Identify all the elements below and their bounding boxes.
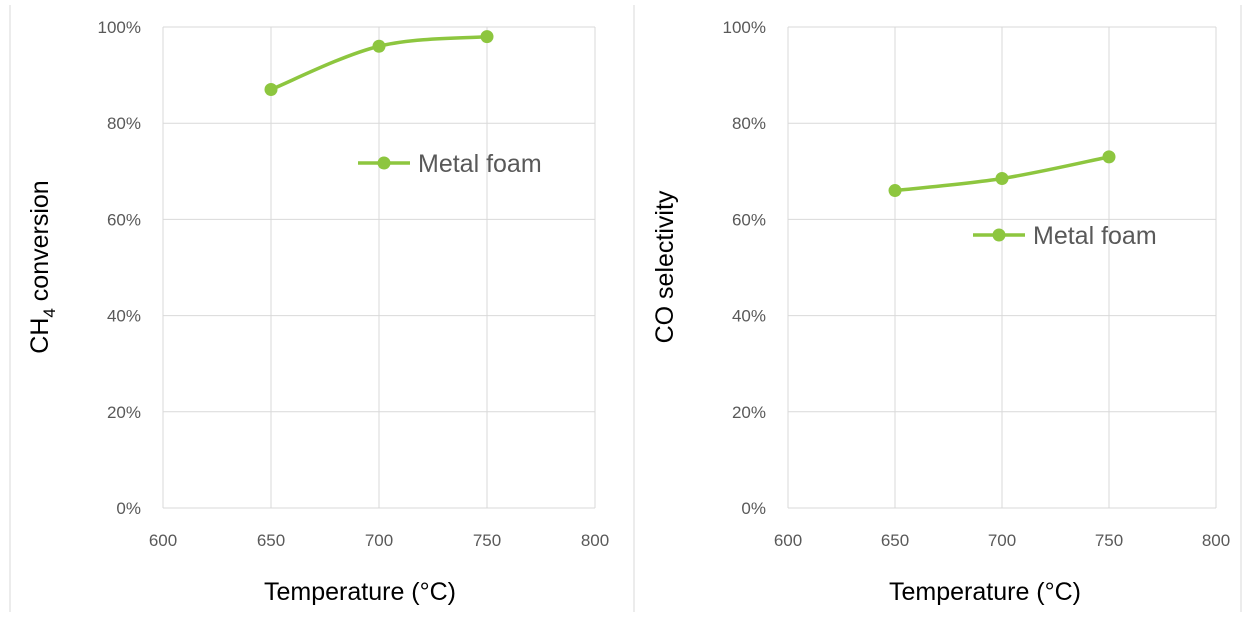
y-tick-label: 60% (107, 210, 141, 229)
y-tick-label: 20% (107, 403, 141, 422)
data-point (1102, 150, 1116, 164)
y-tick-label: 20% (732, 403, 766, 422)
data-point (888, 184, 902, 198)
x-axis-title: Temperature (°C) (264, 578, 456, 606)
y-axis-title-text: CH (26, 318, 54, 354)
y-tick-label: 0% (116, 499, 141, 518)
y-axis-title: CH4 conversion (26, 180, 59, 353)
y-axis-title: CO selectivity (651, 190, 679, 343)
x-tick-label: 700 (988, 531, 1016, 550)
y-tick-label: 80% (107, 114, 141, 133)
co-selectivity-chart: 0% 20% 40% 60% 80% 100% 600 650 700 750 800 Tempera… (651, 18, 1230, 606)
y-tick-label: 100% (98, 18, 141, 37)
x-axis-title: Temperature (°C) (889, 578, 1081, 606)
y-tick-label: 40% (732, 307, 766, 326)
y-tick-label: 80% (732, 114, 766, 133)
x-tick-label: 650 (257, 531, 285, 550)
x-tick-label: 700 (365, 531, 393, 550)
data-point (480, 30, 494, 44)
ch4-conversion-chart: 0% 20% 40% 60% 80% 100% 600 650 700 750 800 Tempera… (26, 18, 609, 606)
y-tick-label: 60% (732, 210, 766, 229)
y-axis-title-text: CO selectivity (651, 190, 679, 343)
x-tick-label: 750 (473, 531, 501, 550)
y-tick-label: 100% (723, 18, 766, 37)
legend-label: Metal foam (418, 150, 542, 178)
x-tick-label: 600 (149, 531, 177, 550)
y-tick-label: 0% (741, 499, 766, 518)
x-tick-label: 800 (1202, 531, 1230, 550)
x-tick-label: 650 (881, 531, 909, 550)
data-point (995, 172, 1009, 186)
legend-marker (377, 156, 391, 170)
x-tick-label: 600 (774, 531, 802, 550)
legend-label: Metal foam (1033, 222, 1157, 250)
y-axis-title-suffix: conversion (26, 180, 54, 308)
y-axis-title-subscript: 4 (40, 308, 59, 317)
data-point (372, 39, 386, 53)
x-tick-label: 800 (581, 531, 609, 550)
y-tick-label: 40% (107, 307, 141, 326)
x-tick-label: 750 (1095, 531, 1123, 550)
data-point (264, 83, 278, 97)
legend-marker (992, 228, 1006, 242)
